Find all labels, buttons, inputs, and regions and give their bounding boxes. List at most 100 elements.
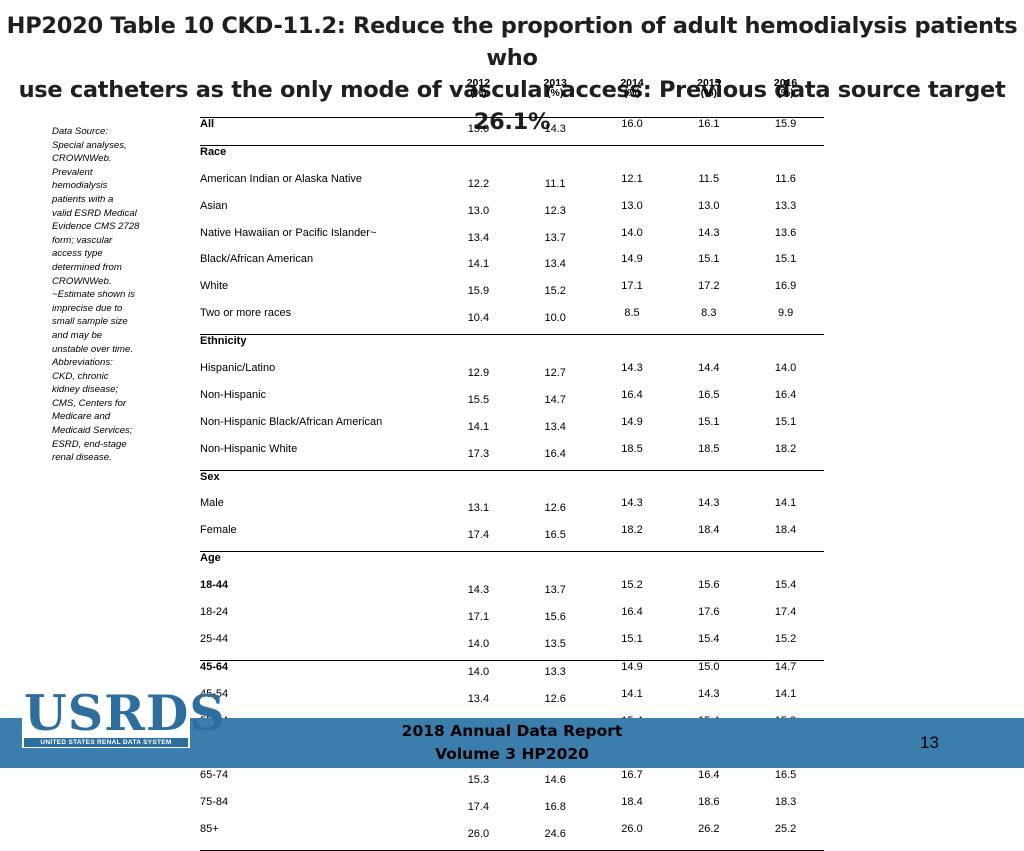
table-cell: 14.1 [774,497,797,510]
table-cell: 14.9 [593,659,671,688]
year-header: 2013 (%) [516,78,594,118]
table-cell: 14.0 [467,637,490,650]
table-cell: 11.5 [698,172,720,185]
table-cell: 14.0 [774,362,797,375]
table-cell: 14.3 [467,584,490,597]
table-cell: 13.0 [698,199,720,212]
table-cell: 14.6 [544,774,566,787]
table-cell: 12.2 [467,177,490,190]
table-header-row: 2012 (%) 2013 (%) 2014 (%) 2015 (%) 2016 (%) [200,78,824,118]
section-label: All [200,118,215,130]
table-cell: 24.6 [516,823,594,851]
row-label: 45-54 [200,687,229,700]
row-label: Non-Hispanic Black/African American [200,415,383,428]
table-cell: 11.6 [775,172,796,185]
table-cell: 15.0 [467,123,490,135]
table-cell: 10.4 [467,312,490,325]
table-cell [747,334,824,363]
table-cell: 17.6 [698,606,720,619]
row-label: Native Hawaiian or Pacific Islander~ [200,226,377,239]
table-cell: 13.7 [544,584,566,597]
table-cell: 15.9 [774,118,797,130]
table-cell: 15.9 [467,285,490,298]
table-row: All 15.0 14.3 16.0 16.1 15.9 [200,118,824,146]
row-label: 45-64 [200,659,440,688]
table-cell: 14.3 [698,497,720,510]
table-cell [593,334,671,363]
table-cell: 14.4 [698,362,720,375]
table-cell [593,469,671,498]
table-cell: 18.4 [698,524,720,537]
logo-wordmark: USRDS [24,684,226,742]
table-cell [440,551,517,580]
table-cell: 13.7 [544,231,566,244]
table-row: Age [200,551,824,580]
table-cell: 15.1 [698,253,720,266]
table-cell: 16.1 [698,118,720,130]
table-cell: 12.6 [544,692,566,705]
table-cell: 26.2 [670,823,748,851]
table-cell: 16.5 [698,388,720,401]
table-cell: 17.1 [621,280,643,293]
table-cell: 15.2 [621,579,643,592]
table-cell [516,469,594,498]
table-cell: 14.1 [621,687,643,700]
table-cell: 15.0 [670,659,748,688]
label-column-header [200,78,440,118]
table-cell: 18.5 [621,442,643,455]
table-row: Ethnicity [200,334,824,363]
logo-subtitle: UNITED STATES RENAL DATA SYSTEM [24,738,188,747]
table-row: Black/African American 14.1 13.4 14.9 15.1 15… [200,253,824,280]
table-cell: 13.0 [621,199,643,212]
table-cell [670,334,748,363]
table-cell: 13.3 [516,659,594,688]
table-cell [440,469,517,498]
table-cell: 12.1 [621,172,643,185]
data-source-note: Data Source: Special analyses, CROWNWeb.… [52,126,140,464]
report-title-line-2: Volume 3 HP2020 [435,745,589,763]
report-title: 2018 Annual Data Report Volume 3 HP2020 [360,720,664,766]
row-label: 18-24 [200,606,229,619]
page-number: 13 [920,733,939,752]
table-cell: 8.5 [624,307,640,320]
row-label: Non-Hispanic White [200,442,298,455]
table-cell: 17.1 [467,611,490,624]
table-cell: 14.3 [544,123,566,135]
table-cell: 16.4 [698,769,720,782]
table-row: Two or more races 10.4 10.0 8.5 8.3 9.9 [200,307,824,334]
section-label: Race [200,144,440,173]
table-cell: 18.4 [621,796,643,809]
table-row: Non-Hispanic White 17.3 16.4 18.5 18.5 18.2 [200,443,824,470]
table-cell: 15.1 [621,632,643,645]
table-cell: 18.4 [774,524,797,537]
table-row: 18-44 14.3 13.7 15.2 15.6 15.4 [200,579,824,606]
year-header: 2016 (%) [747,78,824,118]
year-header: 2014 (%) [593,78,671,118]
table-row: Female 17.4 16.5 18.2 18.4 18.4 [200,524,824,551]
section-label: Age [200,551,440,580]
table-cell: 13.4 [544,420,566,433]
table-cell: 15.1 [774,253,797,266]
table-row: 75-84 17.4 16.8 18.4 18.6 18.3 [200,796,824,823]
table-cell: 13.4 [544,258,566,271]
row-label: 75-84 [200,796,229,809]
table-cell: 14.1 [467,258,490,271]
row-label: Asian [200,199,228,212]
table-cell [670,551,748,580]
table-cell [670,144,748,173]
row-label: White [200,280,229,293]
table-cell: 14.0 [440,659,517,688]
table-cell: 14.7 [747,659,824,688]
table-cell: 13.1 [467,502,490,515]
table-cell: 13.4 [467,692,490,705]
table-cell: 16.4 [544,447,566,460]
table-cell: 15.4 [774,579,797,592]
report-title-line-1: 2018 Annual Data Report [401,722,623,740]
table-cell: 14.7 [544,393,566,406]
section-label: Sex [200,469,440,498]
section-label: Ethnicity [200,334,440,363]
table-row: White 15.9 15.2 17.1 17.2 16.9 [200,280,824,307]
table-cell: 15.1 [698,415,720,428]
row-label: American Indian or Alaska Native [200,172,363,185]
table-cell: 13.3 [774,199,797,212]
